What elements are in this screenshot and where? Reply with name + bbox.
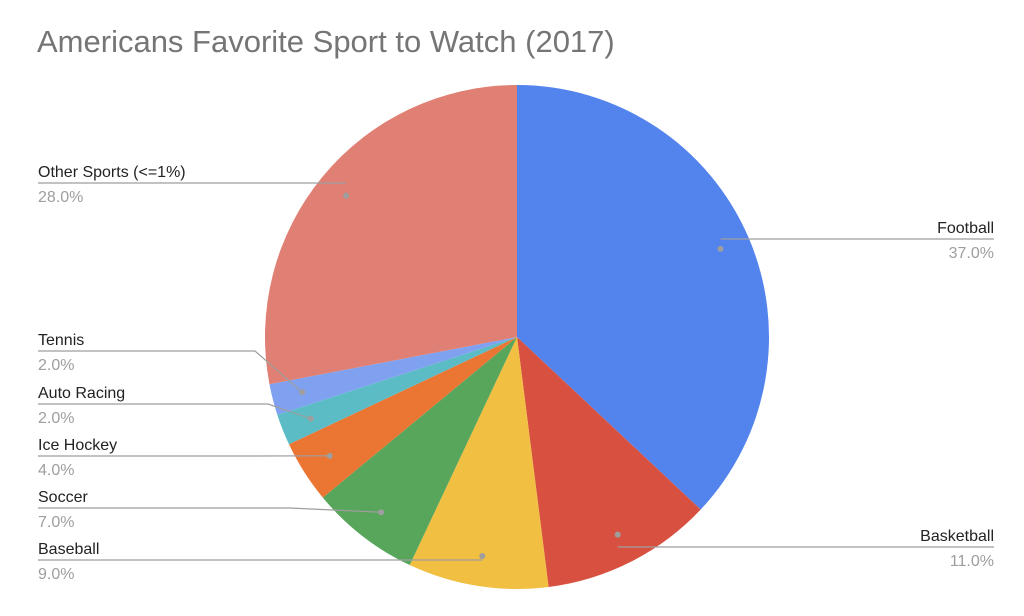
slice-labels: Football 37.0% Basketball 11.0% Baseball 9.0%… bbox=[38, 164, 994, 583]
leader-line-soccer bbox=[38, 507, 382, 513]
slice-label-tennis: Tennis bbox=[38, 332, 84, 349]
slice-label-other-sports-1: Other Sports (<=1%) bbox=[38, 164, 186, 181]
slice-percent-soccer: 7.0% bbox=[38, 514, 74, 531]
leader-dot-other-sports-1 bbox=[343, 192, 350, 199]
slice-percent-football: 37.0% bbox=[949, 245, 994, 262]
pie-slice-football bbox=[517, 85, 769, 510]
pie-slice-auto-racing bbox=[277, 337, 517, 445]
leader-dot-baseball bbox=[479, 553, 486, 560]
slice-percent-baseball: 9.0% bbox=[38, 566, 74, 583]
slice-percent-other-sports-1: 28.0% bbox=[38, 189, 83, 206]
leader-line-tennis bbox=[38, 350, 303, 393]
pie-slice-soccer bbox=[322, 337, 517, 566]
pie-slice-tennis bbox=[269, 337, 517, 415]
leader-line-auto-racing bbox=[38, 403, 312, 420]
slice-percent-ice-hockey: 4.0% bbox=[38, 462, 74, 479]
slice-label-ice-hockey: Ice Hockey bbox=[38, 437, 117, 454]
slice-label-basketball: Basketball bbox=[920, 528, 994, 545]
slice-percent-auto-racing: 2.0% bbox=[38, 410, 74, 427]
leader-dot-football bbox=[717, 245, 724, 252]
pie-slice-ice-hockey bbox=[288, 337, 517, 498]
pie-slice-other-sports-1 bbox=[265, 85, 517, 385]
slice-label-soccer: Soccer bbox=[38, 489, 88, 506]
pie-slice-basketball bbox=[517, 337, 701, 588]
slice-label-football: Football bbox=[937, 220, 994, 237]
slice-label-auto-racing: Auto Racing bbox=[38, 385, 125, 402]
leader-lines bbox=[38, 182, 994, 561]
slice-label-baseball: Baseball bbox=[38, 541, 99, 558]
pie-slice-baseball bbox=[409, 337, 549, 589]
leader-dot-basketball bbox=[614, 531, 621, 538]
pie-slices bbox=[265, 85, 769, 589]
chart-title: Americans Favorite Sport to Watch (2017) bbox=[37, 24, 615, 59]
slice-percent-basketball: 11.0% bbox=[950, 553, 994, 570]
slice-percent-tennis: 2.0% bbox=[38, 357, 74, 374]
